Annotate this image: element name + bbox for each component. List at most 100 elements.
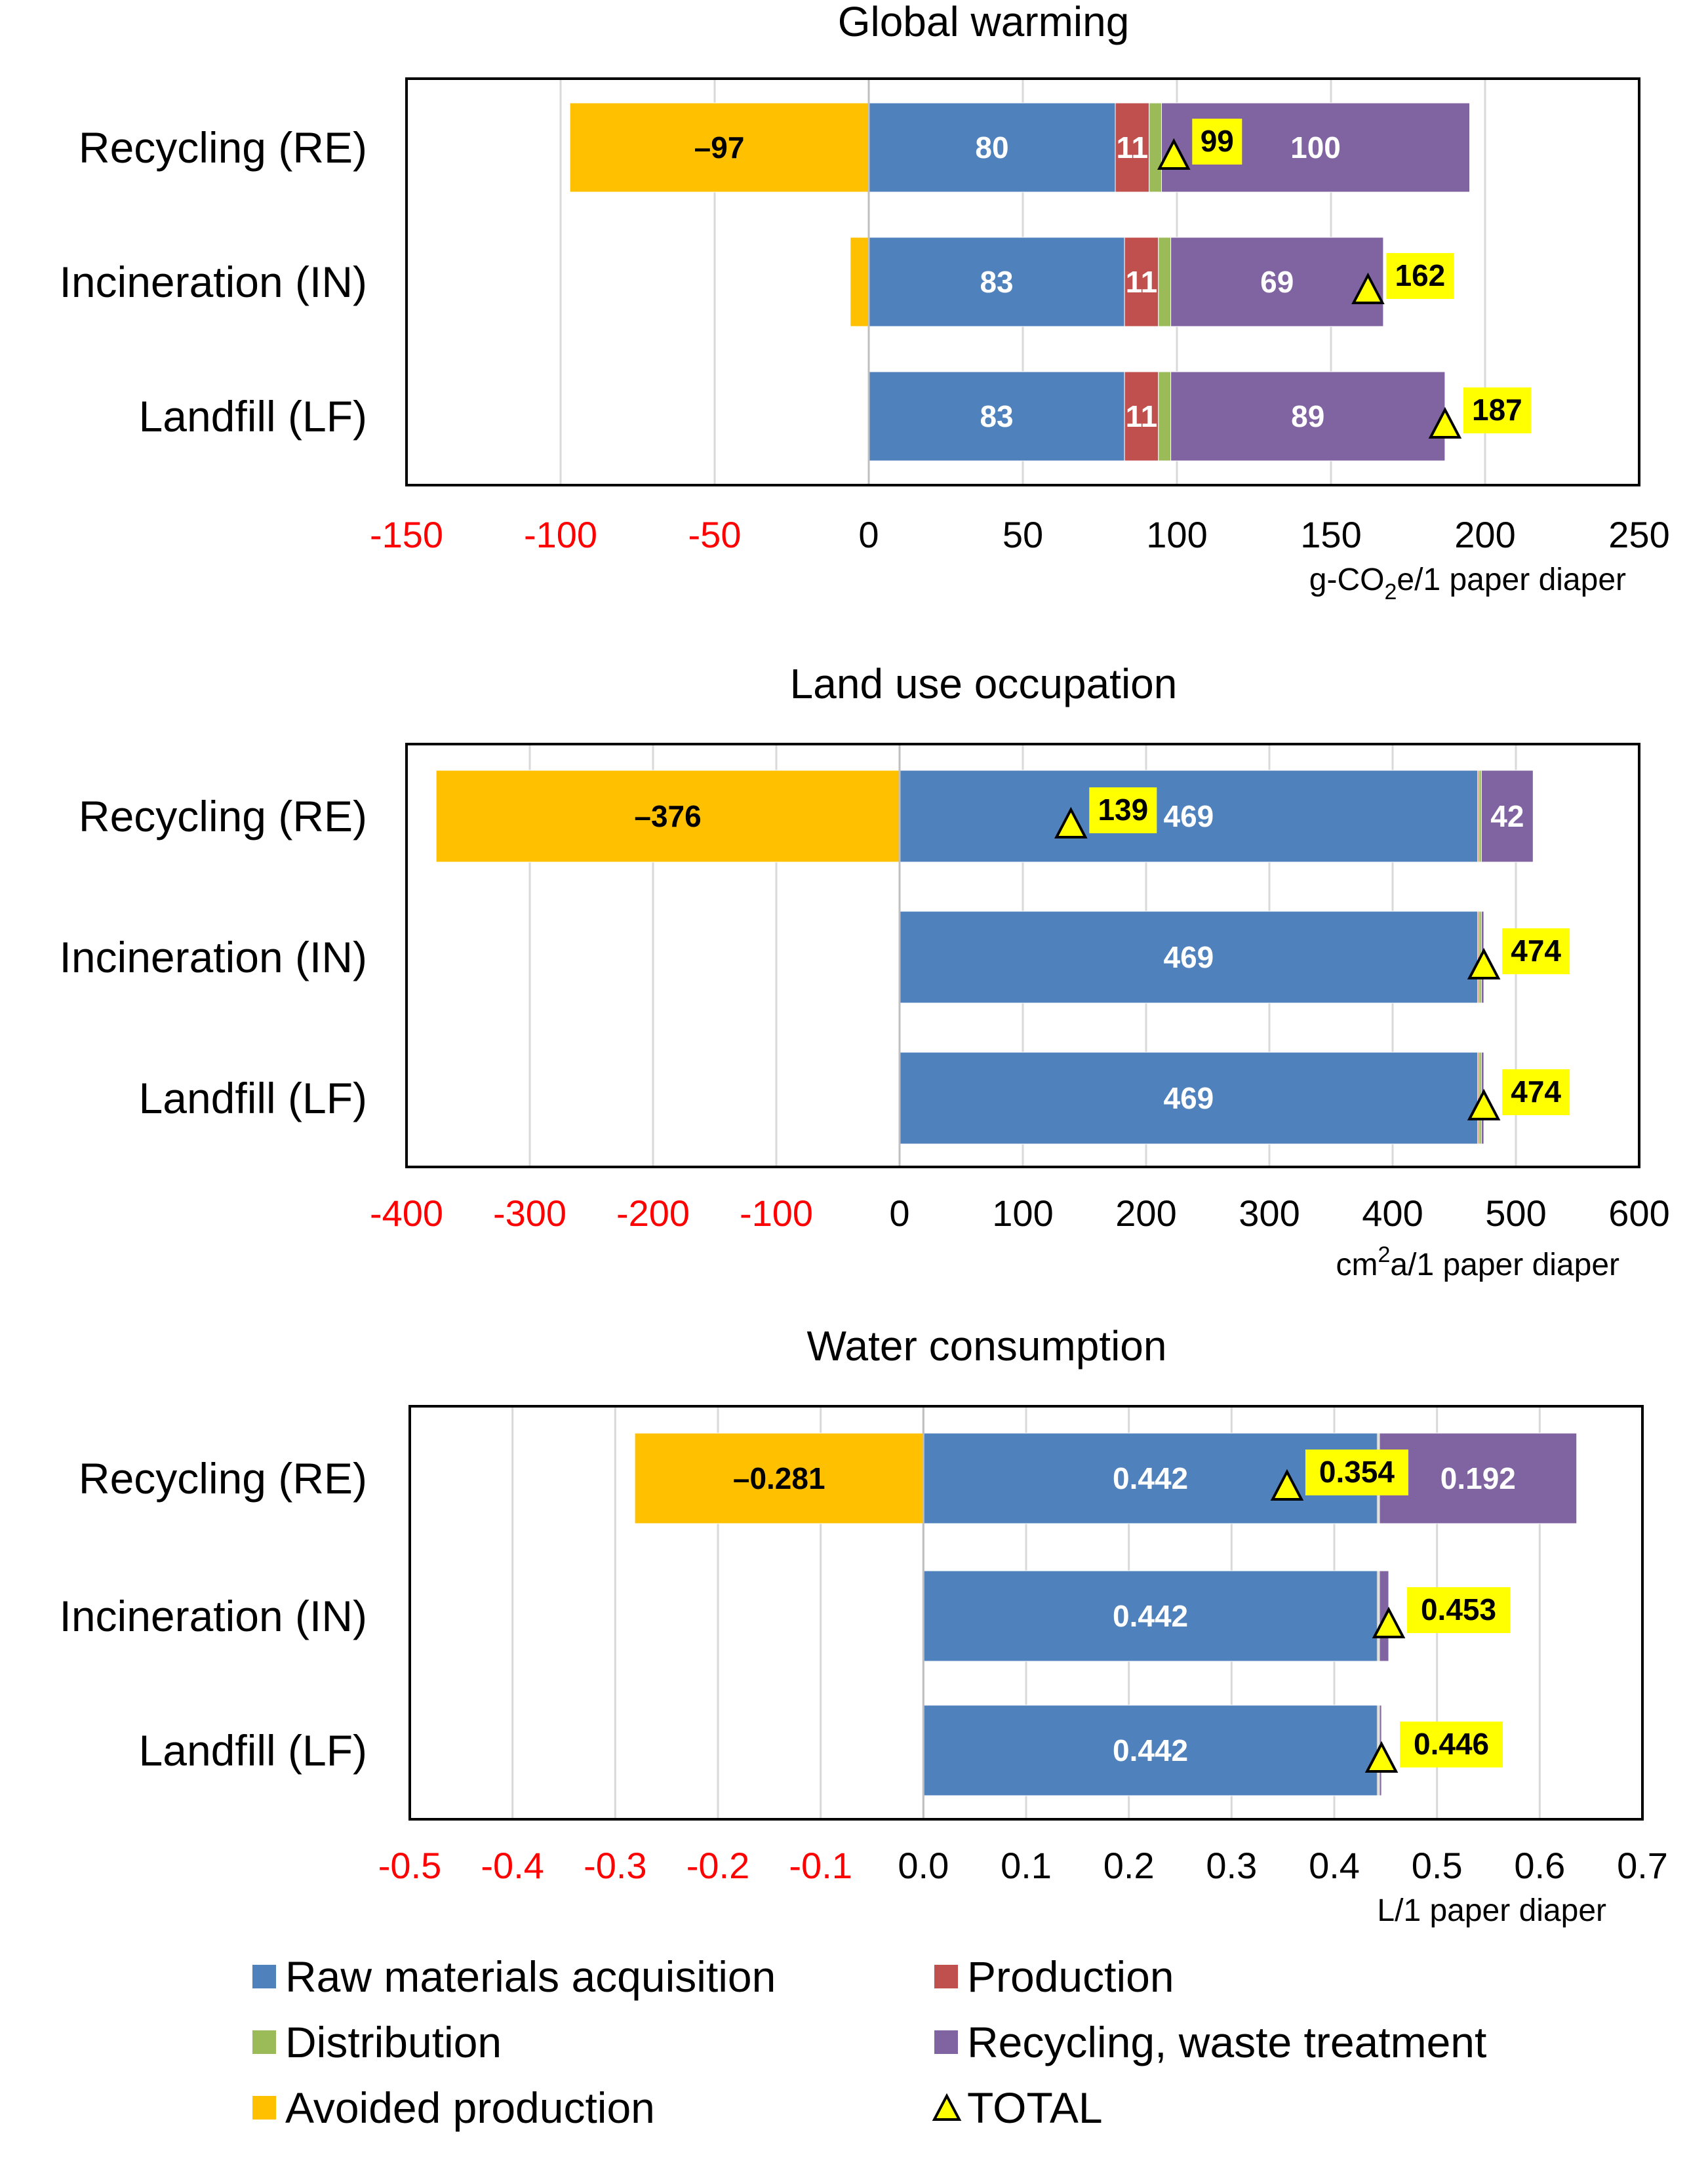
- bar-value-label: 69: [1260, 265, 1294, 299]
- bar-value-label: 89: [1291, 399, 1324, 433]
- legend-total-marker: [932, 2093, 962, 2121]
- bar-raw: [899, 1052, 1479, 1145]
- bar-value-label: –0.281: [733, 1461, 825, 1495]
- bar-distribution: [1479, 770, 1482, 863]
- x-tick-label: 50: [1003, 514, 1043, 555]
- unit-main: g-CO: [1309, 562, 1385, 597]
- legend-label-recycling: Recycling, waste treatment: [967, 2018, 1486, 2066]
- x-tick-label: -200: [616, 1193, 690, 1234]
- bar-value-label: 83: [980, 265, 1013, 299]
- x-tick-label: -300: [493, 1193, 566, 1234]
- bar-avoided: [435, 770, 900, 863]
- category-label: Incineration (IN): [59, 933, 367, 981]
- x-tick-label: -50: [688, 514, 742, 555]
- total-marker: [1428, 406, 1462, 439]
- x-tick-label: 250: [1608, 514, 1669, 555]
- unit-rest: a/1 paper diaper: [1390, 1248, 1619, 1282]
- x-tick-label: 400: [1362, 1193, 1423, 1234]
- plot-frame: [405, 743, 1640, 1168]
- bar-value-label: 11: [1126, 399, 1158, 433]
- bar-value-label: 0.192: [1440, 1461, 1516, 1495]
- total-label-bg: [1407, 1587, 1511, 1633]
- x-tick-label: 0.7: [1617, 1845, 1668, 1886]
- x-tick-label: 100: [1146, 514, 1207, 555]
- chart-panel-3: Water consumption -0.5 -0.4 -0.3 -0.2 -0.1 0.0…: [59, 1322, 1667, 1928]
- bar-raw: [868, 102, 1116, 193]
- total-marker: [1351, 272, 1385, 304]
- bar-recycling: [1170, 237, 1384, 327]
- category-label: Incineration (IN): [59, 1592, 367, 1640]
- x-tick-label: 100: [992, 1193, 1053, 1234]
- x-tick-label: -0.4: [481, 1845, 544, 1886]
- x-axis-unit-label: L/1 paper diaper: [1377, 1893, 1606, 1928]
- bar-value-label: 469: [1163, 799, 1214, 833]
- bar-distribution: [1158, 371, 1172, 462]
- category-label: Recycling (RE): [79, 792, 367, 840]
- bar-value-label: 0.442: [1113, 1461, 1188, 1495]
- chart-panel-1: Global warming -150 -100 -50 0 50 100 150 200 250…: [59, 0, 1669, 604]
- bar-production: [1124, 237, 1159, 327]
- x-tick-label: 150: [1300, 514, 1361, 555]
- x-tick-label: 0.5: [1412, 1845, 1463, 1886]
- total-value-label: 162: [1395, 258, 1446, 292]
- unit-subscript: 2: [1384, 580, 1397, 604]
- total-label-bg: [1089, 787, 1157, 833]
- unit-main: L/1 paper diaper: [1377, 1893, 1606, 1928]
- x-tick-label: 200: [1454, 514, 1515, 555]
- x-tick-label: 200: [1115, 1193, 1176, 1234]
- legend-swatch-avoided: [252, 2096, 276, 2120]
- unit-main: cm: [1336, 1248, 1378, 1282]
- x-tick-label: 0.0: [898, 1845, 949, 1886]
- bar-value-label: 83: [980, 399, 1013, 433]
- plot-frame: [408, 1405, 1644, 1821]
- legend-label-raw: Raw materials acquisition: [285, 1952, 776, 2001]
- x-axis-unit-label: cm2a/1 paper diaper: [1336, 1242, 1620, 1282]
- bar-raw: [899, 770, 1479, 863]
- total-value-label: 0.354: [1319, 1455, 1395, 1489]
- x-tick-label: 500: [1485, 1193, 1546, 1234]
- total-value-label: 187: [1472, 393, 1522, 427]
- total-label-bg: [1400, 1722, 1503, 1767]
- bar-value-label: 0.442: [1113, 1733, 1188, 1767]
- total-label-bg: [1502, 1069, 1570, 1115]
- bar-raw: [868, 237, 1125, 327]
- bar-recycling: [1170, 371, 1446, 462]
- x-tick-label: 0.6: [1514, 1845, 1565, 1886]
- legend: Raw materials acquisition Production Distr…: [252, 1952, 1486, 2132]
- x-tick-label: 0.4: [1309, 1845, 1360, 1886]
- category-label: Recycling (RE): [79, 123, 367, 172]
- total-label-bg: [1502, 928, 1570, 974]
- total-value-label: 99: [1201, 124, 1234, 158]
- bar-recycling: [1480, 770, 1534, 863]
- total-marker: [1364, 1741, 1399, 1773]
- total-marker: [1270, 1469, 1304, 1501]
- total-value-label: 474: [1511, 934, 1561, 968]
- bar-production: [1115, 102, 1150, 193]
- x-tick-label: -100: [740, 1193, 813, 1234]
- x-tick-label: 0: [889, 1193, 909, 1234]
- total-marker: [1157, 138, 1191, 170]
- x-tick-label: -0.1: [789, 1845, 852, 1886]
- x-tick-label: -100: [524, 514, 597, 555]
- bar-avoided: [850, 237, 869, 327]
- bar-value-label: 11: [1126, 265, 1158, 299]
- bar-value-label: 11: [1117, 130, 1149, 165]
- legend-label-production: Production: [967, 1952, 1174, 2001]
- x-tick-label: 0.1: [1001, 1845, 1052, 1886]
- category-label: Landfill (LF): [139, 1074, 367, 1122]
- bar-distribution: [1158, 237, 1172, 327]
- bar-raw: [923, 1705, 1378, 1796]
- total-label-bg: [1463, 387, 1531, 433]
- bar-recycling: [1379, 1432, 1578, 1524]
- bar-avoided: [634, 1432, 924, 1524]
- total-marker: [1054, 806, 1088, 838]
- x-tick-label: 300: [1239, 1193, 1300, 1234]
- bar-value-label: 80: [975, 130, 1008, 165]
- legend-label-distribution: Distribution: [285, 2018, 502, 2066]
- plot-frame: [405, 77, 1640, 486]
- bar-value-label: 0.442: [1113, 1599, 1188, 1633]
- chart-title: Land use occupation: [790, 660, 1178, 707]
- unit-rest: e/1 paper diaper: [1397, 562, 1626, 597]
- bar-raw: [923, 1570, 1378, 1662]
